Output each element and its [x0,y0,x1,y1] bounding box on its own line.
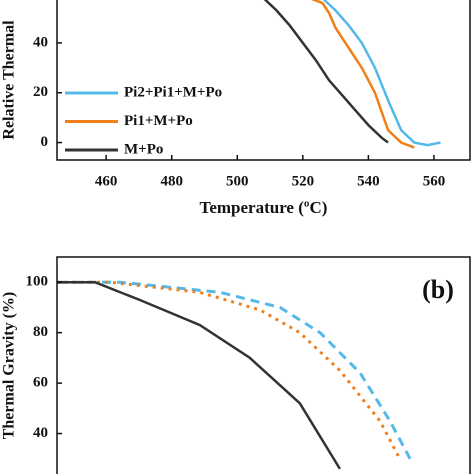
x-tick-label: 480 [160,173,183,189]
series-line [57,280,402,460]
y-tick-label: 20 [33,84,48,100]
y-tick-label: 80 [33,324,48,340]
y-tick-label: 100 [26,274,49,290]
x-tick-label: 460 [95,173,118,189]
panel-label: (b) [422,275,454,304]
x-tick-label: 520 [292,173,315,189]
x-axis-label: Temperature (ºC) [200,198,328,217]
y-tick-label: 60 [33,375,48,391]
x-tick-label: 540 [357,173,380,189]
x-tick-label: 500 [226,173,249,189]
series-line [263,0,389,144]
series-line [322,0,441,147]
plot-frame [56,0,471,161]
legend-label: M+Po [124,141,163,157]
x-tick-label: 560 [423,173,446,189]
plot-frame [56,256,471,474]
y-tick-label: 40 [33,425,48,441]
y-tick-label: 0 [41,134,49,150]
series-line [57,280,412,460]
y-axis-label: Relative Thermal [1,20,18,140]
series-line [57,280,341,470]
legend-label: Pi1+M+Po [124,113,193,129]
y-axis-label: Thermal Gravity (%) [1,292,18,440]
legend-label: Pi2+Pi1+M+Po [124,84,222,100]
y-tick-label: 40 [33,34,48,50]
series-line [310,0,415,149]
